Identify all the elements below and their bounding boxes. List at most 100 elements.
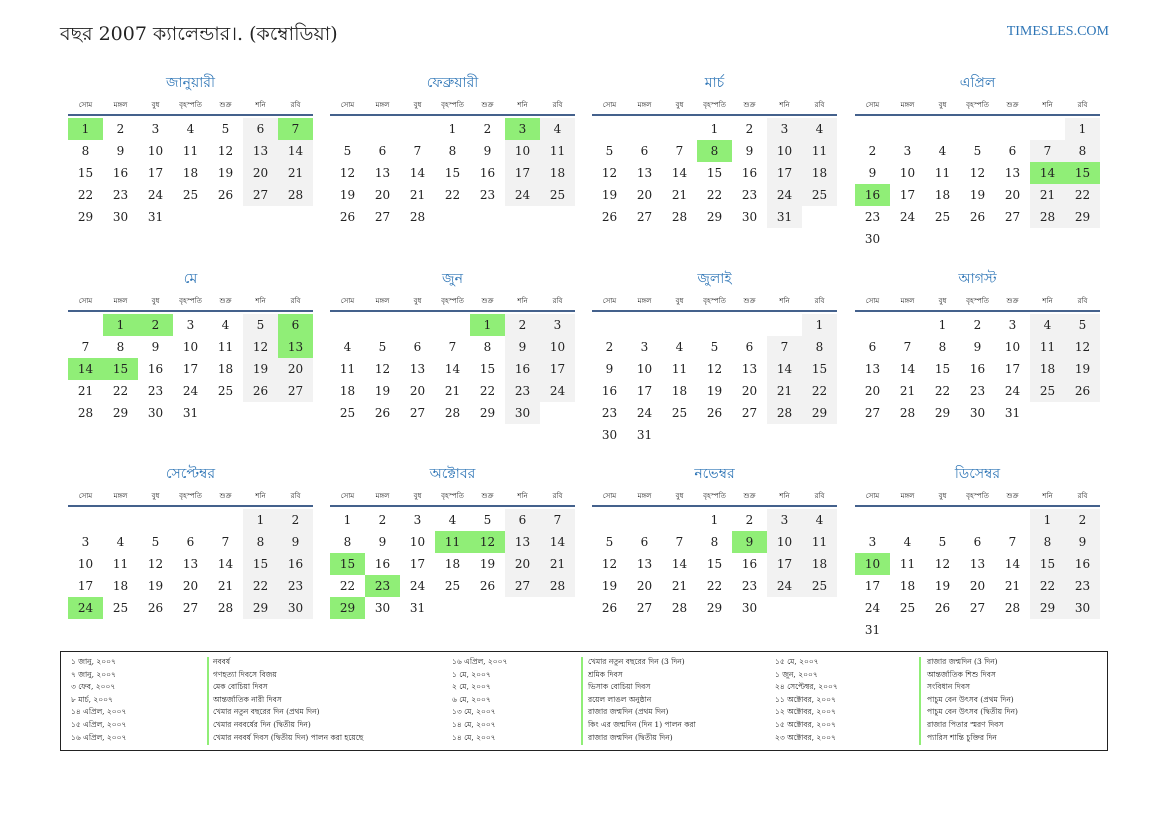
day-cell: 10 — [409, 535, 426, 549]
day-cell: 11 — [671, 362, 688, 376]
holiday-day-cell: 11 — [435, 531, 470, 553]
empty-cell — [627, 314, 662, 336]
weekday-label: শনি — [1042, 297, 1053, 305]
day-cell: 27 — [864, 406, 881, 420]
day-cell: 29 — [77, 210, 94, 224]
day-cell: 3 — [81, 535, 90, 549]
day-cell: 12 — [706, 362, 723, 376]
empty-cell — [855, 314, 890, 336]
day-cell: 27 — [969, 601, 986, 615]
month-calendar: ডিসেম্বর সোম মঙ্গল বুধ বৃহস্পতি শুক্র শনি রবি 1 2… — [855, 463, 1100, 641]
day-cell: 27 — [741, 406, 758, 420]
day-cell: 25 — [1030, 380, 1065, 402]
holiday-date: ৮ মার্চ, ২০০৭ — [71, 694, 113, 704]
day-cell: 30 — [374, 601, 391, 615]
weekday-header: সোম মঙ্গল বুধ বৃহস্পতি শুক্র শনি রবি — [855, 292, 1100, 312]
holiday-day-cell: 15 — [103, 358, 138, 380]
day-cell: 12 — [601, 557, 618, 571]
day-cell: 19 — [706, 384, 723, 398]
weekday-label: মঙ্গল — [900, 297, 915, 305]
day-cell: 31 — [767, 206, 802, 228]
day-cell: 31 — [1004, 406, 1021, 420]
day-cell: 2 — [483, 122, 492, 136]
day-cell: 24 — [147, 188, 164, 202]
weekday-label: শুক্র — [743, 492, 756, 500]
day-cell: 21 — [671, 579, 688, 593]
day-cell: 17 — [540, 358, 575, 380]
holiday-date: ২৩ অক্টোবর, ২০০৭ — [775, 732, 836, 742]
holiday-day-cell: 29 — [330, 597, 365, 619]
weekday-label: মঙ্গল — [637, 101, 652, 109]
weekday-header: সোম মঙ্গল বুধ বৃহস্পতি শুক্র শনি রবি — [592, 292, 837, 312]
day-cell: 19 — [934, 579, 951, 593]
day-cell: 19 — [601, 579, 618, 593]
holiday-date: ২ মে, ২০০৭ — [452, 682, 491, 692]
day-cell: 7 — [675, 144, 684, 158]
day-cell: 22 — [479, 384, 496, 398]
day-cell: 24 — [636, 406, 653, 420]
day-cell: 29 — [1030, 597, 1065, 619]
empty-cell — [400, 118, 435, 140]
holiday-date: ১৪ মে, ২০০৭ — [452, 720, 496, 729]
day-cell: 17 — [505, 162, 540, 184]
day-cell: 16 — [374, 557, 391, 571]
day-cell: 14 — [671, 557, 688, 571]
empty-cell — [732, 314, 767, 336]
day-cell: 9 — [278, 531, 313, 553]
day-cell: 13 — [374, 166, 391, 180]
day-cell: 29 — [802, 402, 837, 424]
day-cell: 8 — [1030, 531, 1065, 553]
weekday-label: বৃহস্পতি — [703, 101, 726, 109]
weekday-label: মঙ্গল — [637, 492, 652, 500]
month-name: মে — [183, 271, 198, 287]
day-cell: 18 — [671, 384, 688, 398]
weekday-label: রবি — [290, 492, 301, 500]
day-cell: 7 — [81, 340, 90, 354]
holiday-name: সংবিধান দিবস — [927, 682, 970, 692]
month-calendar: জুন সোম মঙ্গল বুধ বৃহস্পতি শুক্র শনি রবি 1 2 3 4 5 6 7… — [330, 268, 575, 424]
day-cell: 25 — [112, 601, 129, 615]
day-cell: 3 — [540, 314, 575, 336]
day-cell: 18 — [182, 166, 199, 180]
site-link[interactable]: TIMESLES.COM — [1006, 24, 1109, 39]
day-cell: 30 — [147, 406, 164, 420]
day-cell: 21 — [409, 188, 426, 202]
day-cell: 8 — [343, 535, 352, 549]
weekday-label: বৃহস্পতি — [179, 492, 202, 500]
day-cell: 11 — [1030, 336, 1065, 358]
day-grid: 1 2 3 4 5 6 7 8 9 10 11 12 13 14 15 16 17 18 19 20 21 22 23 24 2… — [855, 118, 1100, 250]
weekday-label: শনি — [517, 492, 528, 500]
day-cell: 13 — [243, 140, 278, 162]
day-grid: 1 2 3 4 5 6 7 8 9 10 11 12 13 14 15 16 17 18 19 20 21 22 23 24 2… — [330, 314, 575, 424]
day-cell: 14 — [444, 362, 461, 376]
weekday-label: রবি — [552, 492, 563, 500]
day-cell: 1 — [802, 314, 837, 336]
day-cell: 20 — [864, 384, 881, 398]
empty-cell — [435, 314, 470, 336]
day-cell: 7 — [540, 509, 575, 531]
weekday-label: সোম — [865, 297, 880, 305]
day-cell: 21 — [77, 384, 94, 398]
weekday-label: মঙ্গল — [375, 297, 390, 305]
weekday-label: সোম — [865, 101, 880, 109]
weekday-header: সোম মঙ্গল বুধ বৃহস্পতি শুক্র শনি রবি — [68, 487, 313, 507]
weekday-label: মঙ্গল — [900, 101, 915, 109]
month-name: মার্চ — [704, 75, 725, 91]
day-cell: 15 — [934, 362, 951, 376]
day-cell: 23 — [1065, 575, 1100, 597]
day-cell: 4 — [540, 118, 575, 140]
day-cell: 2 — [868, 144, 877, 158]
day-cell: 6 — [413, 340, 422, 354]
day-cell: 22 — [934, 384, 951, 398]
day-cell: 6 — [973, 535, 982, 549]
day-cell: 9 — [116, 144, 125, 158]
holiday-date: ১৫ মে, ২০০৭ — [775, 657, 819, 666]
day-cell: 14 — [767, 358, 802, 380]
holiday-date: ১ জানু, ২০০৭ — [71, 657, 116, 666]
empty-cell — [68, 509, 103, 531]
holiday-date: ১৬ এপ্রিল, ২০০৭ — [71, 732, 127, 742]
day-cell: 28 — [1004, 601, 1021, 615]
day-cell: 6 — [243, 118, 278, 140]
day-cell: 25 — [802, 184, 837, 206]
day-cell: 8 — [81, 144, 90, 158]
